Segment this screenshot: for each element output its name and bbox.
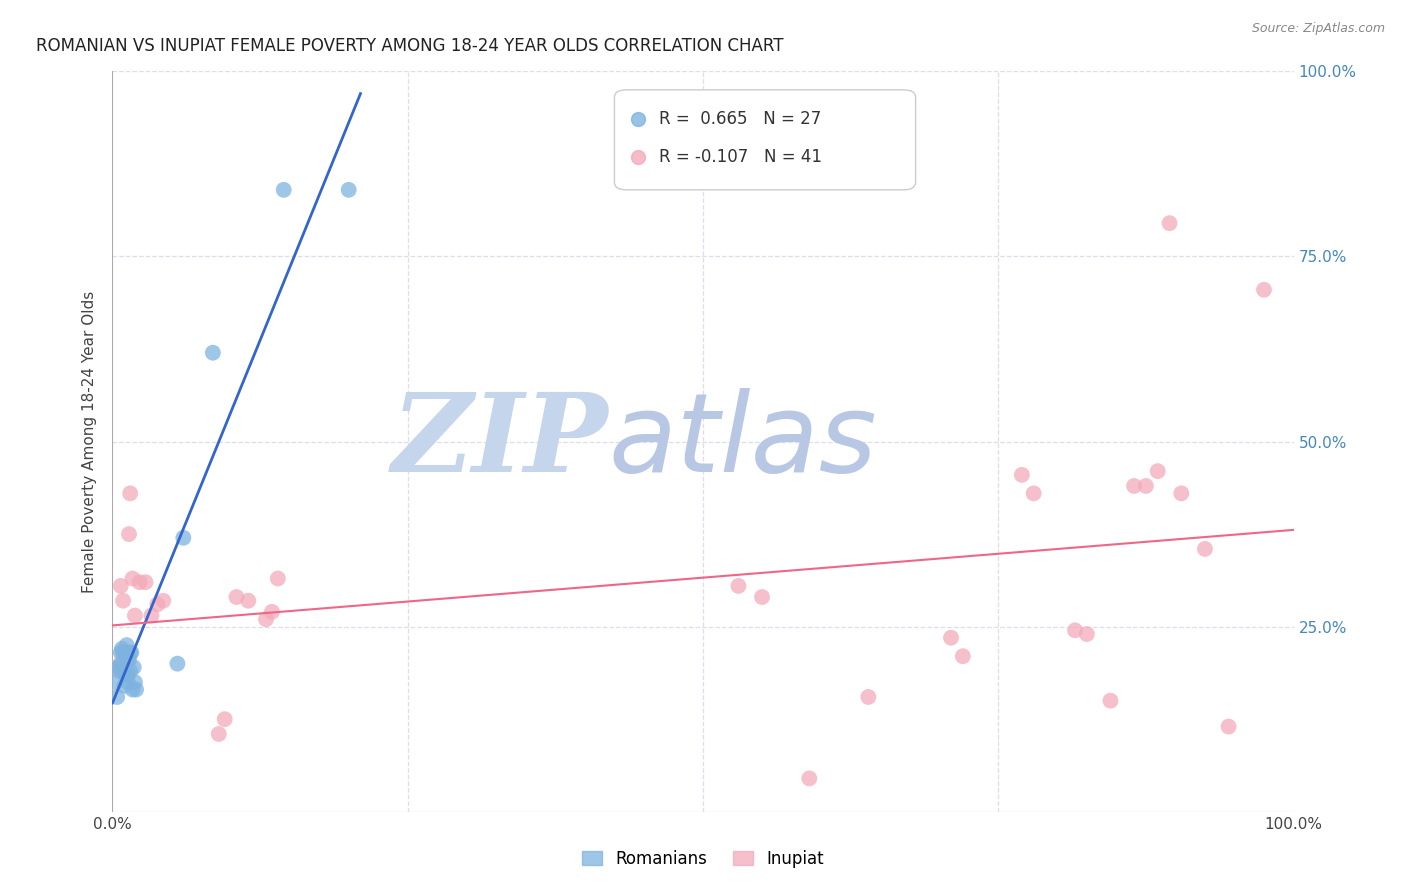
Point (108, 664, 131, 678)
Point (117, 653, 139, 667)
Point (225, 590, 247, 604)
Point (128, 575, 150, 590)
Point (1123, 479, 1146, 493)
Point (105, 690, 128, 704)
Point (751, 590, 773, 604)
Point (273, 183, 295, 197)
Text: R =  0.665   N = 27: R = 0.665 N = 27 (659, 111, 821, 128)
Point (114, 667, 136, 681)
Point (121, 682, 143, 697)
Point (122, 660, 145, 674)
Point (120, 646, 142, 660)
Point (337, 183, 360, 197)
Y-axis label: Female Poverty Among 18-24 Year Olds: Female Poverty Among 18-24 Year Olds (82, 291, 97, 592)
Point (172, 531, 194, 545)
Point (135, 575, 157, 590)
Point (1076, 627, 1098, 641)
Point (110, 579, 132, 593)
Point (1218, 720, 1240, 734)
Point (799, 772, 821, 786)
Point (1099, 694, 1122, 708)
Point (120, 646, 142, 660)
Point (267, 572, 290, 586)
Point (152, 593, 174, 607)
Point (121, 572, 143, 586)
Point (1170, 486, 1192, 500)
Point (1011, 467, 1033, 482)
Point (117, 667, 139, 681)
Point (115, 638, 138, 652)
Text: ZIP: ZIP (392, 388, 609, 495)
Point (110, 646, 132, 660)
Point (952, 649, 974, 664)
Text: ROMANIAN VS INUPIAT FEMALE POVERTY AMONG 18-24 YEAR OLDS CORRELATION CHART: ROMANIAN VS INUPIAT FEMALE POVERTY AMONG… (35, 37, 783, 54)
Point (201, 345, 224, 359)
Point (110, 657, 132, 671)
Point (124, 608, 146, 623)
Point (260, 605, 283, 619)
Point (254, 612, 277, 626)
Point (858, 690, 880, 704)
Point (125, 682, 148, 697)
Point (105, 660, 128, 674)
Point (208, 727, 231, 741)
Point (115, 649, 138, 664)
Point (112, 646, 135, 660)
Point (1146, 464, 1168, 478)
Point (114, 646, 136, 660)
Point (1064, 624, 1087, 638)
Point (118, 653, 141, 667)
Point (141, 608, 163, 623)
Point (1194, 541, 1216, 556)
Point (727, 579, 749, 593)
Text: atlas: atlas (609, 388, 877, 495)
Point (111, 641, 134, 656)
Point (107, 660, 129, 674)
Point (112, 664, 135, 678)
FancyBboxPatch shape (614, 90, 915, 190)
Point (120, 664, 142, 678)
Point (214, 712, 236, 726)
Point (166, 657, 188, 671)
Point (238, 593, 260, 607)
Point (1253, 283, 1275, 297)
Point (939, 631, 962, 645)
Point (1135, 479, 1157, 493)
Point (146, 598, 169, 612)
Point (117, 675, 139, 690)
Text: Source: ZipAtlas.com: Source: ZipAtlas.com (1251, 22, 1385, 36)
Point (118, 527, 141, 541)
Point (120, 486, 142, 500)
Legend: Romanians, Inupiat: Romanians, Inupiat (575, 844, 831, 875)
Point (124, 675, 146, 690)
Point (1159, 216, 1181, 230)
Text: R = -0.107   N = 41: R = -0.107 N = 41 (659, 147, 823, 166)
Point (112, 679, 135, 693)
Point (105, 675, 128, 690)
Point (112, 593, 135, 607)
Point (1022, 486, 1045, 500)
